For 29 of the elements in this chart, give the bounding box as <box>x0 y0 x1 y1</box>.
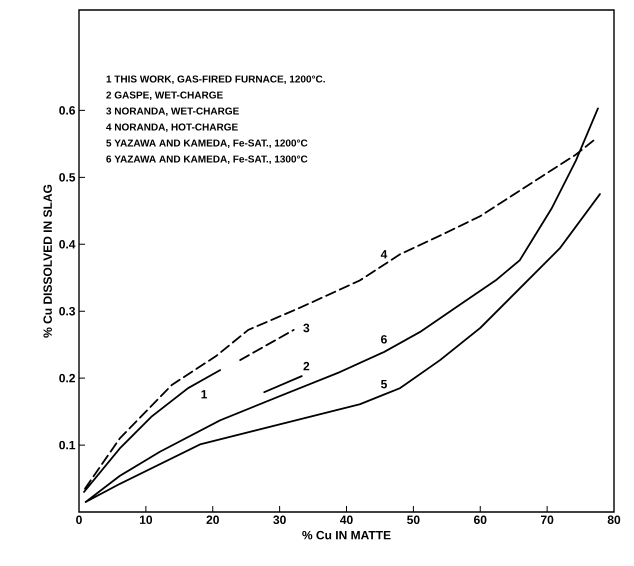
y-tick-label: 0.3 <box>59 306 76 316</box>
x-tick-label: 70 <box>540 516 554 524</box>
annotation: 4 <box>380 250 388 258</box>
x-tick-label: 30 <box>273 516 286 524</box>
x-tick-label: 0 <box>76 516 82 524</box>
y-tick-label: 0.4 <box>59 240 76 249</box>
annotation: 5 YAZAWA AND KAMEDA, Fe-SAT., 1200°C <box>106 139 308 148</box>
annotation: 5 <box>380 380 387 388</box>
x-tick-label: 50 <box>407 516 420 524</box>
annotation: 1 THIS WORK, GAS-FIRED FURNACE, 1200°C. <box>106 75 325 84</box>
x-tick-label: 10 <box>140 516 152 524</box>
annotation: 2 <box>303 362 310 370</box>
y-axis-title: % Cu DISSOLVED IN SLAG <box>43 184 52 338</box>
x-tick-label: 20 <box>206 516 219 524</box>
annotation: 3 <box>303 324 310 332</box>
y-tick-label: 0.5 <box>59 173 76 182</box>
annotation: 3 NORANDA, WET-CHARGE <box>106 107 239 116</box>
annotation: 4 NORANDA, HOT-CHARGE <box>106 123 238 132</box>
x-tick-label: 40 <box>340 516 353 524</box>
y-tick-label: 0.2 <box>59 374 75 382</box>
x-tick-label: 60 <box>474 516 486 524</box>
annotation: 6 <box>381 335 387 344</box>
annotation: 1 <box>201 390 208 398</box>
y-tick-label: 0.6 <box>59 106 76 115</box>
y-tick-label: 0.1 <box>59 440 76 450</box>
annotation: 6 YAZAWA AND KAMEDA, Fe-SAT., 1300°C <box>106 155 308 164</box>
annotation: 2 GASPE, WET-CHARGE <box>106 91 223 100</box>
x-axis-title: % Cu IN MATTE <box>302 530 391 540</box>
x-tick-label: 80 <box>608 516 620 524</box>
